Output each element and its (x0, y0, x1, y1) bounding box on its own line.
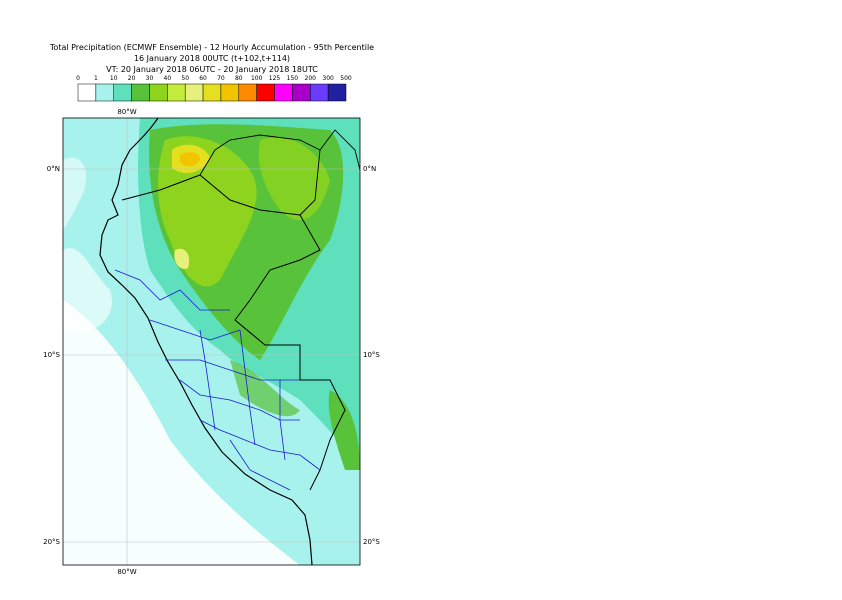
legend-swatch (113, 83, 132, 102)
legend-swatch (274, 83, 293, 102)
legend-label: 200 (305, 75, 317, 82)
legend-label: 150 (287, 75, 299, 82)
legend-swatch (77, 83, 97, 102)
legend-label: 50 (181, 75, 189, 82)
title-line: VT: 20 January 2018 06UTC - 20 January 2… (106, 65, 318, 74)
title: Total Precipitation (ECMWF Ensemble) - 1… (49, 43, 374, 74)
legend-swatch (327, 83, 347, 102)
legend-label: 80 (235, 75, 243, 82)
lat-label: 20°S (43, 538, 60, 546)
map-frame (62, 117, 361, 566)
legend-swatch (95, 83, 114, 102)
legend-label: 100 (251, 75, 263, 82)
title-line: 16 January 2018 00UTC (t+102,t+114) (134, 54, 290, 63)
legend-label: 20 (128, 75, 136, 82)
legend-swatch (256, 83, 275, 102)
legend-swatch (202, 83, 222, 102)
map (63, 118, 360, 565)
lon-label: 80°W (117, 568, 136, 576)
legend-label: 0 (76, 75, 80, 82)
legend-label: 125 (269, 75, 281, 82)
lon-label: 80°W (117, 108, 136, 116)
legend-label: 300 (322, 75, 334, 82)
legend-swatch (167, 83, 186, 102)
legend-label: 10 (110, 75, 118, 82)
legend-label: 60 (199, 75, 207, 82)
legend-swatch (310, 83, 329, 102)
legend: 0 1 10 20 30 40 50 60 70 80 100 125 150 200 300 500 (76, 75, 352, 102)
lat-label: 0°N (363, 165, 376, 173)
legend-swatch (220, 83, 240, 102)
legend-swatch (149, 83, 168, 102)
legend-label: 30 (146, 75, 154, 82)
lat-labels: 0°N 10°S 20°S 0°N 10°S 20°S (43, 165, 380, 546)
legend-swatch (184, 83, 204, 102)
legend-label: 40 (164, 75, 172, 82)
legend-swatch (131, 83, 150, 102)
lat-label: 10°S (363, 351, 380, 359)
lat-label: 10°S (43, 351, 60, 359)
lat-label: 20°S (363, 538, 380, 546)
legend-swatch (238, 83, 257, 102)
legend-swatch (292, 83, 311, 102)
legend-label: 1 (94, 75, 98, 82)
legend-label: 500 (340, 75, 352, 82)
legend-label: 70 (217, 75, 225, 82)
lat-label: 0°N (47, 165, 60, 173)
title-line: Total Precipitation (ECMWF Ensemble) - 1… (49, 43, 374, 52)
